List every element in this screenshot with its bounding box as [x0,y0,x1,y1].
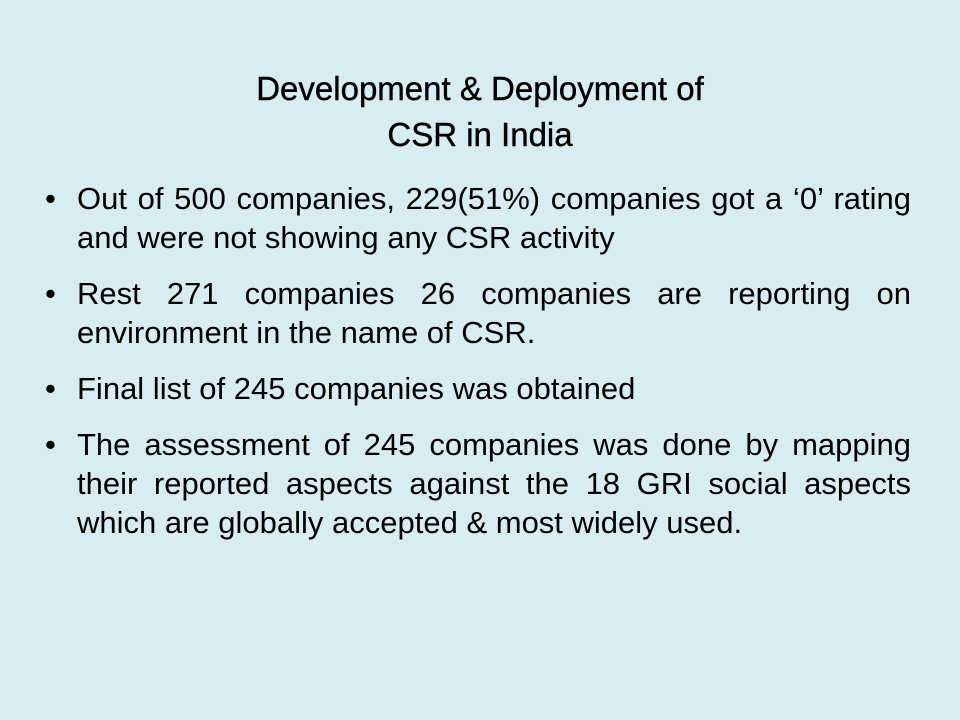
bullet-list: • Out of 500 companies, 229(51%) compani… [0,179,960,559]
bullet-text: Final list of 245 companies was obtained [77,371,636,406]
bullet-icon: • [45,371,56,406]
bullet-text: Rest 271 companies 26 companies are repo… [77,276,911,350]
slide-title-line-1: Development & Deployment of [256,70,704,108]
bullet-item: • Final list of 245 companies was obtain… [0,369,960,408]
bullet-item: • The assessment of 245 companies was do… [0,425,960,542]
bullet-text: The assessment of 245 companies was done… [77,427,911,540]
bullet-item: • Rest 271 companies 26 companies are re… [0,274,960,352]
bullet-item: • Out of 500 companies, 229(51%) compani… [0,179,960,257]
bullet-icon: • [45,181,56,216]
slide-title-line-2: CSR in India [387,116,573,154]
bullet-icon: • [45,427,56,462]
slide-title: Development & Deployment of CSR in India [0,66,960,158]
bullet-text: Out of 500 companies, 229(51%) companies… [77,181,911,255]
bullet-icon: • [45,276,56,311]
